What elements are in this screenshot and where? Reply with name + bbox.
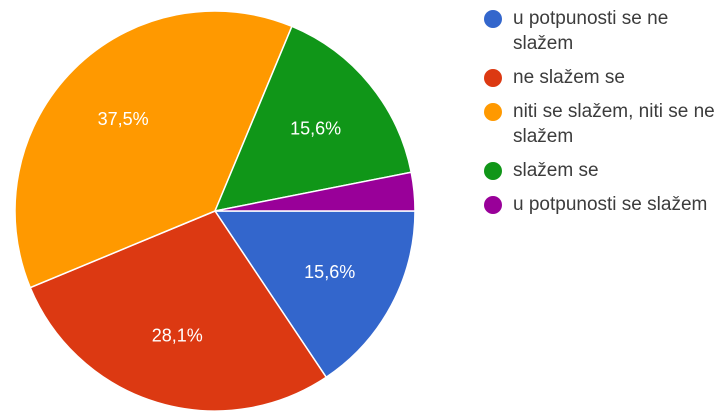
legend-item-strongly-agree[interactable]: u potpunosti se slažem [483,192,721,217]
slice-label-niti-se-sla-em-niti-se-ne-sla-em: 37,5% [98,109,149,129]
pie-slice-labels: 15,6% 28,1% 37,5% 15,6% [98,109,356,345]
legend-label: u potpunosti se slažem [513,194,708,215]
legend-swatch-icon [484,196,502,214]
pie-slice-sla-em-se[interactable] [213,25,413,213]
legend-item-strongly-disagree[interactable]: u potpunosti se ne slažem [483,6,721,56]
legend-swatch-icon [484,103,502,121]
legend-swatch-icon [484,162,502,180]
pie-slice-u-potpunosti-se-sla-em[interactable] [214,171,416,212]
pie-chart: 15,6% 28,1% 37,5% 15,6% [14,10,416,411]
slice-label-u-potpunosti-se-ne-sla-em: 15,6% [304,262,355,282]
slice-label-ne-sla-em-se: 28,1% [152,325,203,345]
pie-slice-u-potpunosti-se-ne-sla-em[interactable] [213,210,416,379]
legend-label: slažem se [513,160,599,181]
legend: u potpunosti se ne slažem ne slažem se n… [483,6,721,226]
pie-slice-niti-se-sla-em-niti-se-ne-sla-em[interactable] [14,10,293,289]
legend-label: ne slažem se [513,67,625,88]
legend-swatch-icon [484,10,502,28]
legend-item-disagree[interactable]: ne slažem se [483,65,721,90]
legend-label: u potpunosti se ne slažem [513,8,669,54]
pie-slice-ne-sla-em-se[interactable] [29,210,328,411]
legend-label: niti se slažem, niti se ne slažem [513,101,715,147]
pie-slices [14,10,416,411]
slice-label-sla-em-se: 15,6% [290,119,341,139]
legend-swatch-icon [484,69,502,87]
legend-item-neutral[interactable]: niti se slažem, niti se ne slažem [483,99,721,149]
legend-item-agree[interactable]: slažem se [483,158,721,183]
